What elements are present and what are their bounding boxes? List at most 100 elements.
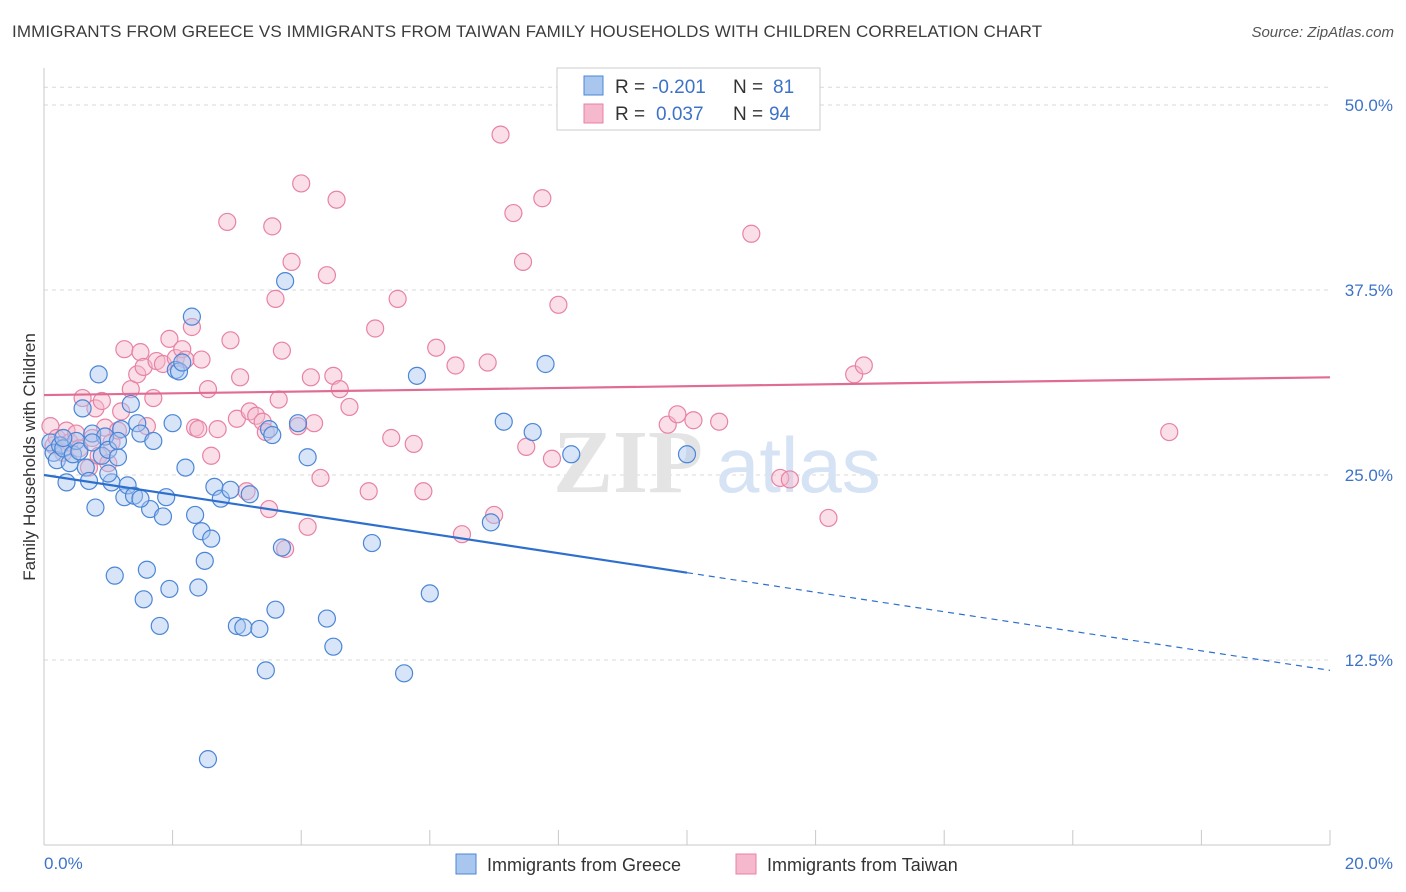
taiwan-point bbox=[253, 412, 272, 431]
legend-n-label-taiwan: N = bbox=[733, 104, 763, 125]
greece-point bbox=[150, 616, 169, 636]
greece-point bbox=[137, 560, 156, 579]
greece-point bbox=[677, 445, 697, 464]
taiwan-point bbox=[359, 482, 378, 501]
greece-point bbox=[263, 425, 282, 445]
greece-point bbox=[112, 420, 131, 439]
taiwan-point bbox=[292, 174, 311, 193]
taiwan-point bbox=[366, 319, 385, 338]
legend-r-label-taiwan: R = bbox=[615, 104, 645, 125]
greece-point bbox=[160, 579, 179, 599]
taiwan-point bbox=[266, 289, 285, 308]
taiwan-point bbox=[208, 420, 227, 439]
greece-point bbox=[115, 488, 134, 507]
greece-point bbox=[481, 513, 500, 532]
taiwan-point bbox=[710, 412, 729, 431]
taiwan-point bbox=[491, 125, 510, 144]
greece-point bbox=[105, 566, 124, 585]
y-tick-label: 50.0% bbox=[1345, 96, 1393, 115]
greece-point bbox=[256, 661, 275, 680]
greece-point bbox=[182, 307, 201, 326]
greece-point bbox=[195, 551, 214, 570]
tick-labels: 12.5% 25.0% 37.5% 50.0% 0.0% 20.0% bbox=[44, 96, 1393, 873]
greece-point bbox=[86, 498, 105, 517]
greece-point bbox=[494, 412, 513, 431]
greece-point bbox=[128, 414, 147, 433]
taiwan-point bbox=[382, 428, 401, 448]
y-axis-title: Family Households with Children bbox=[20, 333, 39, 581]
greece-point bbox=[221, 480, 240, 499]
legend-r-value-taiwan: 0.037 bbox=[656, 104, 704, 125]
bottom-legend-swatch-taiwan bbox=[735, 853, 757, 875]
greece-point bbox=[70, 442, 89, 461]
taiwan-point bbox=[237, 482, 256, 501]
taiwan-point bbox=[446, 356, 465, 375]
greece-point bbox=[83, 433, 102, 452]
taiwan-point bbox=[304, 414, 324, 433]
taiwan-point bbox=[404, 434, 423, 454]
taiwan-point bbox=[202, 446, 221, 465]
x-tick-label: 20.0% bbox=[1345, 854, 1393, 873]
legend-n-value-taiwan: 94 bbox=[769, 104, 791, 125]
taiwan-trend-line bbox=[43, 376, 1331, 397]
greece-point bbox=[276, 272, 295, 291]
x-tick-label: 0.0% bbox=[44, 854, 83, 873]
legend-n-value-greece: 81 bbox=[773, 77, 794, 98]
greece-point bbox=[394, 664, 414, 683]
top-legend: R = -0.201 N = 81 R = 0.037 N = 94 bbox=[556, 67, 821, 131]
chart-title: IMMIGRANTS FROM GREECE VS IMMIGRANTS FRO… bbox=[12, 22, 1043, 41]
y-tick-label: 12.5% bbox=[1345, 651, 1393, 670]
taiwan-point bbox=[684, 411, 703, 430]
greece-point bbox=[108, 448, 128, 467]
greece-point bbox=[562, 445, 581, 464]
greece-point bbox=[163, 414, 182, 433]
taiwan-point bbox=[182, 317, 201, 337]
taiwan-point bbox=[272, 341, 292, 360]
greece-point bbox=[89, 365, 108, 384]
taiwan-point bbox=[414, 482, 433, 501]
watermark-atlas: atlas bbox=[716, 421, 881, 509]
greece-point bbox=[298, 448, 317, 467]
taiwan-point bbox=[189, 420, 208, 439]
taiwan-point bbox=[298, 517, 317, 536]
greece-point bbox=[234, 618, 253, 637]
taiwan-point bbox=[668, 405, 687, 424]
taiwan-point bbox=[301, 368, 320, 387]
taiwan-point bbox=[198, 380, 218, 399]
greece-point bbox=[121, 394, 140, 414]
greece-point bbox=[536, 354, 555, 374]
taiwan-point bbox=[231, 368, 250, 387]
taiwan-point bbox=[282, 252, 301, 271]
watermark: ZIP atlas bbox=[553, 413, 881, 512]
greece-point bbox=[198, 750, 218, 769]
taiwan-point bbox=[533, 189, 552, 208]
taiwan-point bbox=[131, 343, 150, 362]
greece-point bbox=[407, 366, 427, 385]
taiwan-point bbox=[819, 508, 838, 528]
taiwan-point bbox=[115, 340, 134, 359]
taiwan-point bbox=[771, 468, 790, 488]
greece-point bbox=[153, 507, 173, 526]
taiwan-point bbox=[388, 289, 407, 308]
greece-point bbox=[272, 538, 292, 557]
taiwan-point bbox=[128, 365, 147, 384]
taiwan-point bbox=[427, 338, 446, 357]
taiwan-point bbox=[317, 266, 337, 285]
legend-n-label-greece: N = bbox=[733, 77, 763, 98]
taiwan-points bbox=[41, 125, 1179, 559]
greece-point bbox=[250, 619, 269, 639]
taiwan-point bbox=[263, 217, 282, 236]
taiwan-point bbox=[330, 380, 349, 399]
legend-r-label-greece: R = bbox=[615, 77, 645, 98]
taiwan-point bbox=[340, 397, 359, 417]
greece-trend-line bbox=[43, 473, 688, 574]
greece-point bbox=[76, 458, 95, 477]
taiwan-point bbox=[173, 340, 192, 359]
greece-point bbox=[131, 489, 150, 508]
greece-point bbox=[157, 488, 176, 507]
taiwan-point bbox=[742, 224, 761, 243]
greece-points bbox=[41, 272, 697, 769]
taiwan-point bbox=[311, 468, 330, 488]
greece-point bbox=[54, 428, 73, 448]
taiwan-point bbox=[86, 399, 105, 418]
